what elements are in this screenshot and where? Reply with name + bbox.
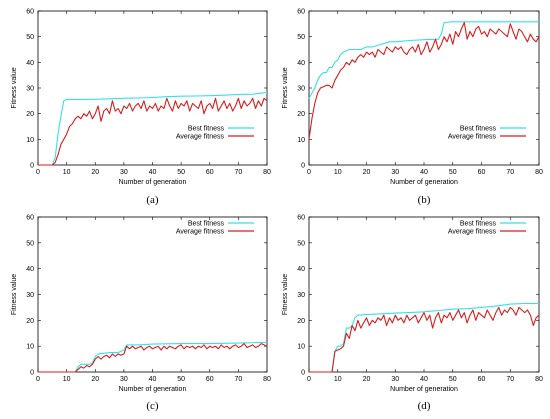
- x-tick-label: 40: [420, 169, 428, 176]
- panel-caption: (d): [418, 400, 431, 412]
- x-tick-label: 20: [91, 169, 99, 176]
- x-tick-label: 0: [307, 169, 311, 176]
- y-axis-label: Fitness value: [11, 67, 18, 108]
- y-tick-label: 60: [26, 9, 34, 16]
- x-tick-label: 40: [149, 169, 157, 176]
- x-tick-label: 20: [363, 169, 371, 176]
- legend-label: Best fitness: [188, 126, 225, 133]
- series-line-best-fitness: [38, 92, 268, 166]
- series-line-best-fitness: [38, 341, 268, 373]
- y-tick-label: 20: [26, 318, 34, 325]
- x-tick-label: 50: [177, 169, 185, 176]
- x-tick-label: 70: [234, 169, 242, 176]
- x-axis-label: Number of generation: [390, 179, 458, 186]
- y-tick-label: 60: [26, 215, 34, 222]
- y-tick-label: 20: [297, 318, 305, 325]
- legend-label: Best fitness: [460, 126, 497, 133]
- x-tick-label: 30: [391, 169, 399, 176]
- y-tick-label: 10: [26, 137, 34, 144]
- x-tick-label: 0: [36, 169, 40, 176]
- y-tick-label: 30: [297, 292, 305, 299]
- x-tick-label: 20: [363, 376, 371, 383]
- series-line-average-fitness: [38, 97, 268, 166]
- x-tick-label: 40: [420, 376, 428, 383]
- series-line-average-fitness: [308, 21, 540, 140]
- y-tick-label: 20: [26, 111, 34, 118]
- x-tick-label: 10: [334, 169, 342, 176]
- x-tick-label: 30: [391, 376, 399, 383]
- y-axis-label: Fitness value: [11, 274, 18, 315]
- x-tick-label: 80: [535, 169, 543, 176]
- y-tick-label: 50: [297, 240, 305, 247]
- x-tick-label: 0: [36, 376, 40, 383]
- x-tick-label: 60: [206, 169, 214, 176]
- y-axis-label: Fitness value: [282, 274, 289, 315]
- legend-label: Average fitness: [176, 134, 225, 141]
- panel-caption: (c): [146, 400, 159, 412]
- x-tick-label: 60: [478, 169, 486, 176]
- x-tick-label: 70: [234, 376, 242, 383]
- x-tick-label: 80: [263, 169, 271, 176]
- y-tick-label: 0: [301, 370, 305, 377]
- x-tick-label: 30: [120, 376, 128, 383]
- plot-frame: [37, 10, 268, 166]
- x-tick-label: 40: [149, 376, 157, 383]
- panel-b: 0 10 20 30 40 50 60 70 80 0 10 20 30 40 50 60 Number of …: [282, 9, 543, 207]
- y-tick-label: 20: [297, 111, 305, 118]
- x-axis-label: Number of generation: [119, 179, 187, 186]
- y-tick-label: 50: [26, 34, 34, 41]
- legend-label: Best fitness: [460, 221, 497, 228]
- series-line-average-fitness: [309, 306, 540, 373]
- series-line-best-fitness: [309, 302, 539, 373]
- y-tick-label: 50: [297, 34, 305, 41]
- legend-label: Average fitness: [176, 229, 225, 236]
- plot-frame: [308, 216, 540, 373]
- legend-label: Best fitness: [188, 221, 225, 228]
- y-tick-label: 40: [26, 60, 34, 67]
- x-tick-label: 60: [206, 376, 214, 383]
- y-tick-label: 10: [26, 344, 34, 351]
- panel-c: 0 10 20 30 40 50 60 70 80 0 10 20 30 40 50 60 Number of …: [11, 215, 271, 413]
- x-tick-label: 50: [449, 169, 457, 176]
- y-tick-label: 40: [26, 266, 34, 273]
- x-axis-label: Number of generation: [390, 386, 458, 393]
- y-tick-label: 10: [297, 137, 305, 144]
- x-tick-label: 10: [334, 376, 342, 383]
- y-tick-label: 40: [297, 266, 305, 273]
- y-tick-label: 10: [297, 344, 305, 351]
- y-tick-label: 30: [26, 86, 34, 93]
- y-axis-label: Fitness value: [282, 67, 289, 108]
- legend-label: Average fitness: [448, 134, 497, 141]
- x-tick-label: 80: [263, 376, 271, 383]
- x-axis-label: Number of generation: [119, 386, 187, 393]
- y-tick-label: 60: [297, 215, 305, 222]
- panel-a: 0 10 20 30 40 50 60 70 80 0 10 20 30 40 50 60 Number of …: [11, 9, 271, 207]
- x-tick-label: 30: [120, 169, 128, 176]
- x-tick-label: 10: [63, 376, 71, 383]
- y-tick-label: 50: [26, 240, 34, 247]
- x-tick-label: 80: [535, 376, 543, 383]
- x-tick-label: 50: [177, 376, 185, 383]
- series-line-best-fitness: [308, 21, 539, 99]
- y-tick-label: 60: [297, 9, 305, 16]
- x-tick-label: 60: [478, 376, 486, 383]
- series-line-average-fitness: [38, 343, 268, 373]
- legend-label: Average fitness: [448, 229, 497, 236]
- panel-caption: (a): [146, 194, 159, 206]
- y-tick-label: 40: [297, 60, 305, 67]
- x-tick-label: 20: [91, 376, 99, 383]
- x-tick-label: 0: [307, 376, 311, 383]
- x-tick-label: 70: [506, 169, 514, 176]
- y-tick-label: 30: [26, 292, 34, 299]
- y-tick-label: 0: [301, 163, 305, 170]
- y-tick-label: 0: [30, 370, 34, 377]
- panel-caption: (b): [418, 194, 431, 206]
- x-tick-label: 70: [506, 376, 514, 383]
- y-tick-label: 0: [30, 163, 34, 170]
- x-tick-label: 10: [63, 169, 71, 176]
- panel-d: 0 10 20 30 40 50 60 70 80 0 10 20 30 40 50 60 Number of …: [282, 215, 543, 413]
- y-tick-label: 30: [297, 86, 305, 93]
- x-tick-label: 50: [449, 376, 457, 383]
